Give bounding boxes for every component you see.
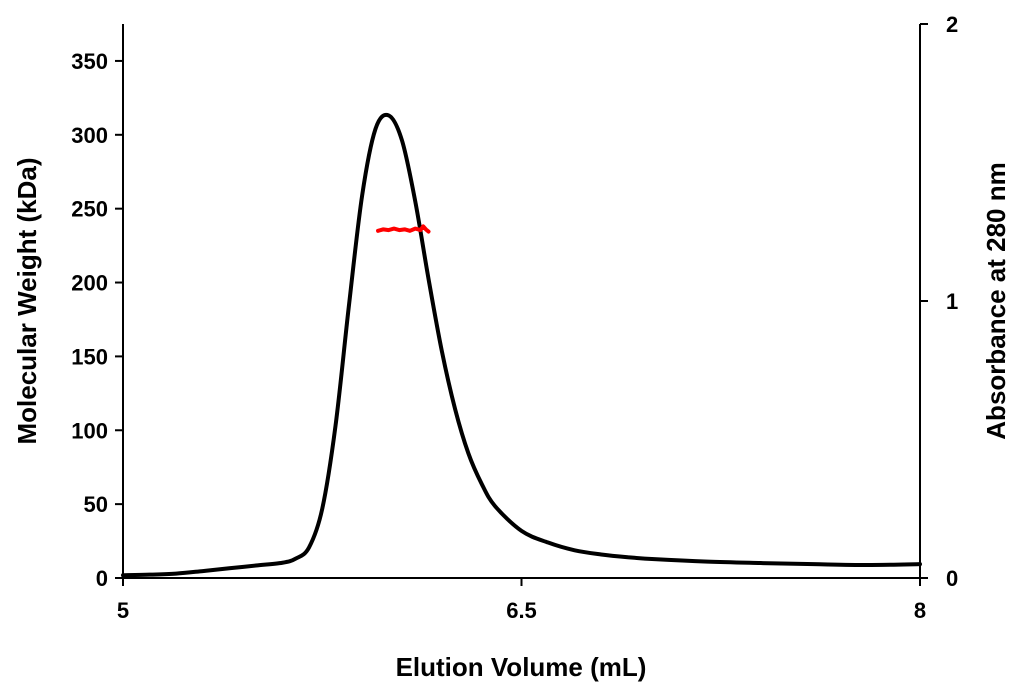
y-left-tick-label: 250	[71, 197, 108, 222]
y-left-tick-label: 200	[71, 271, 108, 296]
y-left-tick-label: 150	[71, 344, 108, 369]
y-right-tick-label: 0	[946, 566, 958, 591]
y-left-tick-label: 100	[71, 418, 108, 443]
x-tick-label: 5	[117, 598, 129, 623]
y-right-tick-label: 2	[946, 12, 958, 37]
x-axis-title: Elution Volume (mL)	[396, 652, 647, 682]
y-left-tick-label: 350	[71, 49, 108, 74]
y-right-tick-label: 1	[946, 289, 958, 314]
y-left-tick-label: 50	[84, 492, 108, 517]
ticks	[115, 23, 928, 586]
x-tick-label: 8	[914, 598, 926, 623]
absorbance-series-line	[121, 112, 922, 578]
axes	[122, 24, 921, 579]
molecular-weight-series-line	[376, 224, 431, 234]
y-left-axis-title: Molecular Weight (kDa)	[12, 157, 42, 444]
y-left-tick-label: 0	[96, 566, 108, 591]
series-layer	[121, 112, 922, 578]
x-tick-label: 6.5	[506, 598, 537, 623]
y-left-tick-label: 300	[71, 123, 108, 148]
y-right-axis-title: Absorbance at 280 nm	[981, 162, 1011, 439]
